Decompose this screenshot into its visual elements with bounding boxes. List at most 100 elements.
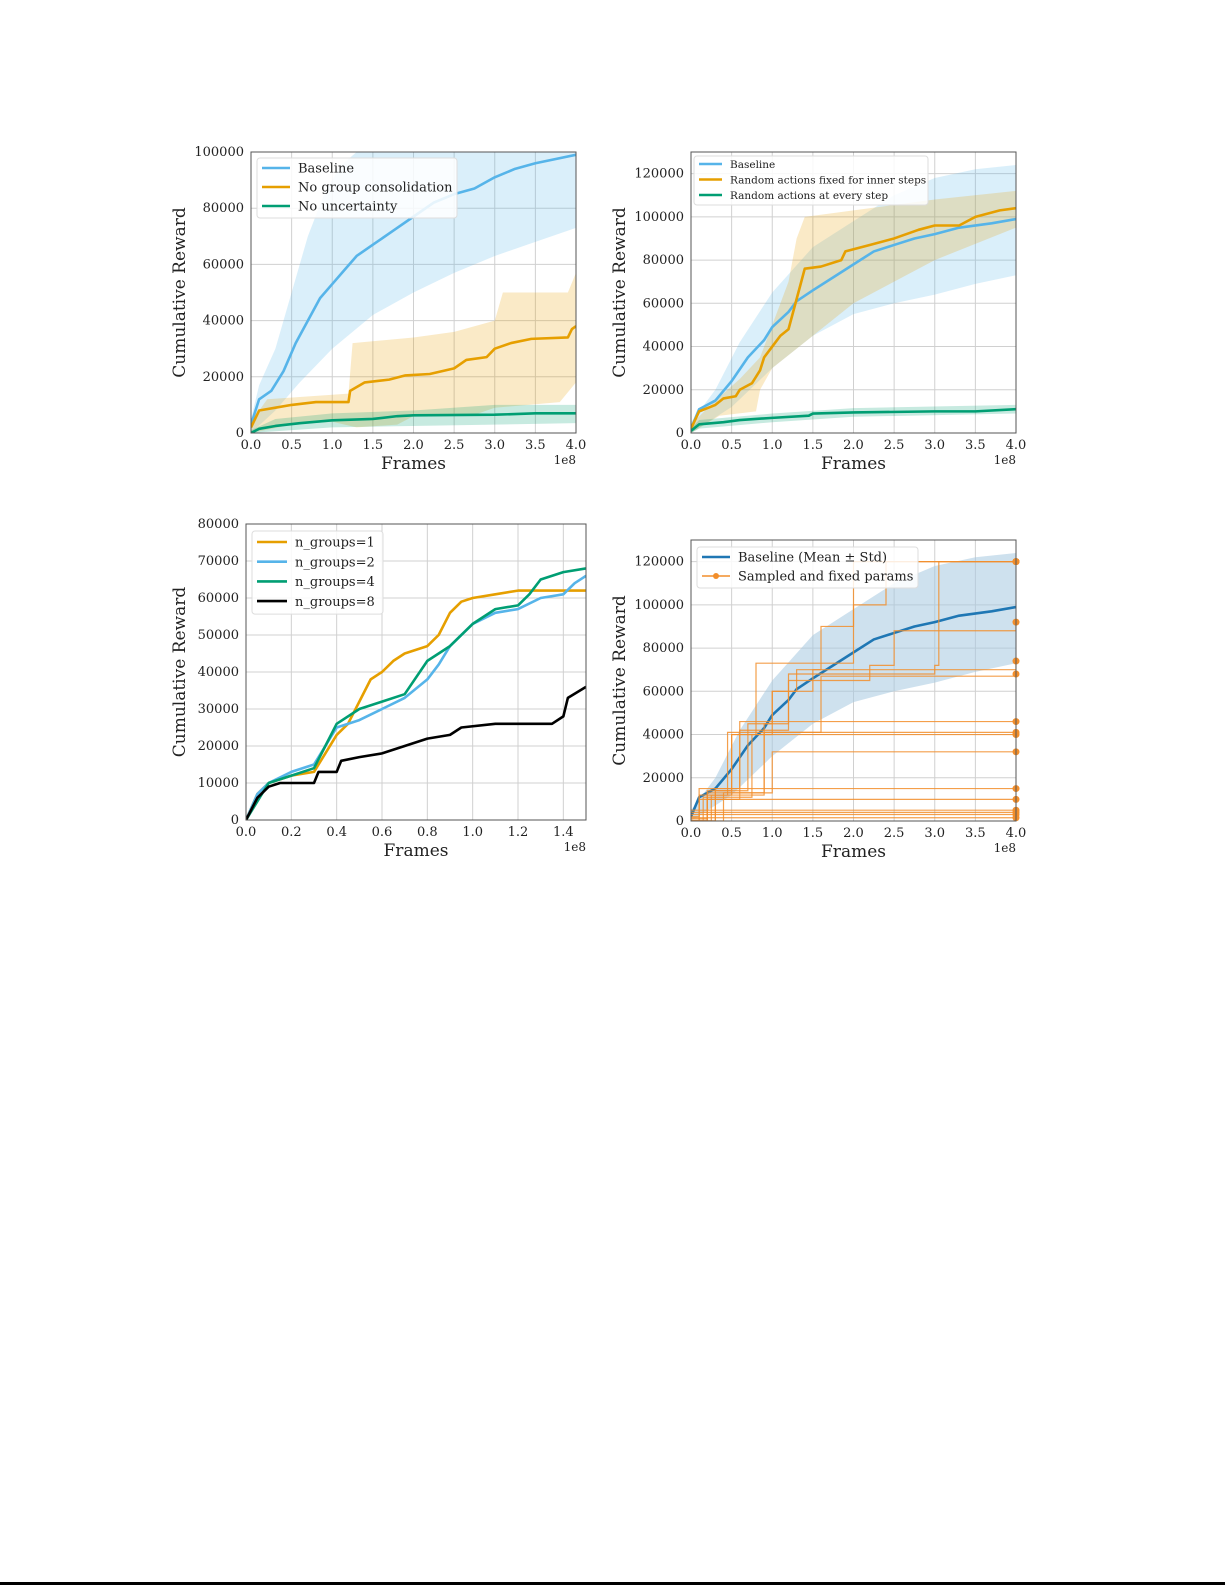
x-tick-label: 0.5 — [721, 826, 742, 841]
legend-label: No group consolidation — [298, 181, 453, 196]
legend-label: n_groups=4 — [295, 575, 375, 590]
y-tick-label: 40000 — [198, 665, 239, 680]
plot-marks — [251, 152, 576, 433]
x-tick-label: 3.5 — [965, 826, 986, 841]
plot-marks — [691, 164, 1016, 433]
series-line-3 — [251, 412, 576, 433]
y-tick-label: 70000 — [198, 554, 239, 569]
y-tick-label: 20000 — [198, 739, 239, 754]
series-line-3 — [691, 407, 1016, 432]
y-tick-label: 100000 — [634, 598, 684, 613]
chart-1: 0.0 0.5 1.0 1.5 2.0 2.5 3.0 3.5 4.0 0 20000 40000 60… — [170, 145, 586, 474]
chart-2: 0.0 0.5 1.0 1.5 2.0 2.5 3.0 3.5 4.0 0 20000 40000 60… — [610, 151, 1027, 474]
x-tick-label: 1.2 — [508, 825, 529, 840]
y-axis-label: Cumulative Reward — [170, 587, 190, 758]
std-band-1 — [251, 152, 576, 433]
x-tick-label: 0.8 — [417, 825, 438, 840]
series-line-3 — [246, 567, 586, 820]
page-bottom-rule — [0, 1582, 1225, 1585]
chart-4: 0.0 0.5 1.0 1.5 2.0 2.5 3.0 3.5 4.0 0 20000 40000 60… — [610, 539, 1027, 862]
x-tick-label: 2.0 — [843, 826, 864, 841]
x-axis-multiplier: 1e8 — [994, 841, 1016, 855]
legend-label: Baseline — [730, 159, 775, 171]
legend-box — [256, 157, 458, 219]
y-tick-label: 20000 — [643, 771, 684, 786]
axes-frame — [690, 151, 1017, 434]
x-tick-label: 4.0 — [1006, 826, 1027, 841]
legend-label: n_groups=1 — [295, 536, 375, 551]
axes-frame — [250, 151, 577, 434]
x-tick-label: 0.0 — [681, 826, 702, 841]
x-tick-label: 4.0 — [566, 438, 587, 453]
legend-box — [696, 546, 919, 589]
sampled-run-line — [691, 751, 1016, 821]
sampled-run-line — [691, 798, 1016, 820]
plot-marks — [691, 552, 1016, 821]
axes-frame — [245, 523, 587, 821]
series-line-2 — [246, 574, 586, 820]
series-line-1 — [251, 153, 576, 425]
std-band-1 — [691, 164, 1016, 433]
std-band-2 — [251, 272, 576, 433]
x-tick-label: 2.5 — [884, 826, 905, 841]
plot-marks — [246, 567, 586, 820]
x-tick-label: 3.5 — [525, 438, 546, 453]
y-tick-label: 100000 — [194, 145, 244, 160]
y-tick-label: 40000 — [203, 314, 244, 329]
legend-label: Random actions fixed for inner steps — [730, 174, 926, 186]
sampled-run-line — [691, 731, 1016, 821]
x-tick-label: 3.5 — [965, 438, 986, 453]
legend-label: Baseline (Mean ± Std) — [738, 551, 887, 566]
y-tick-label: 80000 — [643, 253, 684, 268]
x-axis-label: Frames — [821, 842, 886, 862]
x-tick-label: 4.0 — [1006, 438, 1027, 453]
x-tick-label: 1.4 — [553, 825, 574, 840]
x-tick-label: 0.2 — [281, 825, 302, 840]
series-line-2 — [691, 206, 1016, 430]
y-tick-label: 20000 — [203, 370, 244, 385]
y-tick-label: 100000 — [634, 210, 684, 225]
x-tick-label: 0.4 — [326, 825, 347, 840]
y-tick-label: 60000 — [198, 591, 239, 606]
y-tick-label: 120000 — [634, 555, 684, 570]
x-tick-label: 2.5 — [884, 438, 905, 453]
y-tick-label: 80000 — [643, 641, 684, 656]
x-tick-label: 1.0 — [762, 438, 783, 453]
legend-label: No uncertainty — [298, 200, 398, 215]
axes-frame — [690, 539, 1017, 822]
y-tick-label: 80000 — [198, 517, 239, 532]
y-tick-label: 20000 — [643, 383, 684, 398]
legend: Baseline No group consolidation No uncerta… — [256, 157, 458, 219]
y-tick-label: 10000 — [198, 776, 239, 791]
y-tick-label: 0 — [236, 426, 244, 441]
y-axis-label: Cumulative Reward — [610, 595, 630, 766]
x-tick-label: 2.0 — [843, 438, 864, 453]
y-tick-label: 40000 — [643, 728, 684, 743]
legend: Baseline (Mean ± Std) Sampled and fixed p… — [696, 546, 919, 589]
std-band-2 — [691, 190, 1016, 433]
legend: n_groups=1 n_groups=2 n_groups=4 n_groups=8 — [251, 530, 384, 615]
x-tick-label: 3.0 — [924, 438, 945, 453]
series-line-1 — [691, 217, 1016, 430]
legend: Baseline Random actions fixed for inner s… — [693, 155, 929, 206]
legend-marker — [713, 573, 719, 579]
y-tick-label: 0 — [231, 813, 239, 828]
series-line-4 — [246, 685, 586, 820]
y-tick-label: 60000 — [643, 684, 684, 699]
series-line-2 — [251, 325, 576, 428]
legend-label: Sampled and fixed params — [738, 570, 913, 585]
x-axis-multiplier: 1e8 — [564, 840, 586, 854]
x-tick-label: 3.0 — [924, 826, 945, 841]
x-axis-label: Frames — [384, 841, 449, 861]
y-tick-label: 0 — [676, 426, 684, 441]
y-axis-label: Cumulative Reward — [610, 207, 630, 378]
x-tick-label: 1.5 — [363, 438, 384, 453]
y-tick-label: 60000 — [643, 296, 684, 311]
x-tick-label: 0.5 — [281, 438, 302, 453]
x-axis-label: Frames — [821, 454, 886, 474]
std-band-3 — [251, 404, 576, 433]
x-axis-multiplier: 1e8 — [554, 453, 576, 467]
x-tick-label: 1.0 — [762, 826, 783, 841]
y-tick-label: 40000 — [643, 340, 684, 355]
